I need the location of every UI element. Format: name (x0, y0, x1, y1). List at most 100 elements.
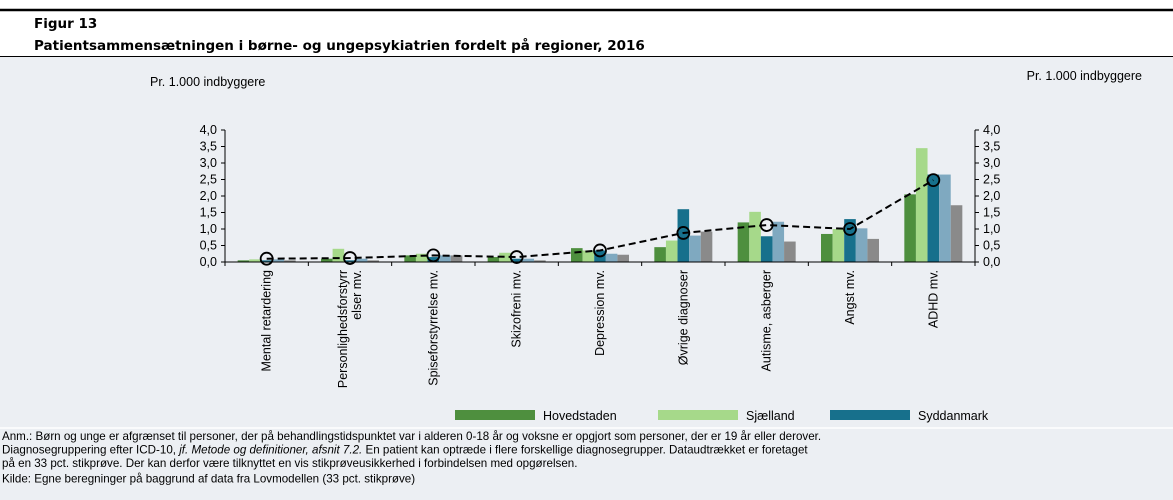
bar (355, 258, 368, 262)
bar (260, 260, 273, 262)
y-tick-label: 3,5 (200, 140, 217, 154)
bar (522, 258, 535, 262)
note-text: på en 33 pct. stikprøve. Der kan derfor … (2, 457, 577, 470)
bar (927, 174, 940, 262)
line-point (259, 251, 274, 266)
y2-tick-label: 3,0 (983, 156, 1000, 170)
bar (427, 257, 440, 262)
bar (915, 148, 928, 262)
x-tick-label-line: Angst mv. (843, 270, 857, 325)
bar (237, 260, 250, 262)
bar (499, 252, 511, 262)
bar (284, 260, 296, 262)
x-tick-label: Depression mv. (593, 270, 607, 356)
bar (439, 255, 451, 262)
line (266, 179, 934, 260)
y-tick-label: 1,0 (200, 222, 217, 236)
bar (677, 209, 690, 262)
y2-tick-label: 1,0 (983, 222, 1000, 236)
x-tick-label: Autisme, asberger (760, 270, 774, 371)
chart-title: Patientsammensætningen i børne- og ungep… (34, 37, 645, 54)
line-point (759, 218, 774, 232)
bar (582, 250, 595, 262)
bar (321, 258, 333, 262)
y-tick-label: 3,0 (200, 156, 217, 170)
note-line: på en 33 pct. stikprøve. Der kan derfor … (2, 457, 577, 470)
bar (510, 258, 523, 262)
note-text: jf. Metode og definitioner, afsnit 7.2. (177, 444, 362, 457)
y-tick-label: 0,0 (200, 255, 217, 269)
x-tick-label: Øvrige diagnoser (676, 270, 690, 365)
y-tick-label: 4,0 (200, 123, 217, 137)
note-line: Kilde: Egne beregninger på baggrund af d… (2, 473, 415, 486)
bar (344, 260, 356, 262)
x-tick-label-line: Depression mv. (593, 270, 607, 356)
bar (571, 248, 583, 262)
line-point (676, 226, 691, 240)
bar (760, 236, 773, 262)
note-text: Kilde: Egne beregninger på baggrund af d… (2, 473, 415, 486)
bar (832, 229, 845, 262)
panel (0, 57, 1173, 500)
note-text: Diagnosegruppering efter ICD-10, (2, 444, 179, 457)
x-tick-label: Personlighedsforstyrrelser mv. (336, 270, 364, 388)
line-point (593, 243, 607, 258)
bar (844, 219, 856, 262)
bar (450, 255, 463, 262)
x-tick-label-line: Mental retardering (260, 270, 274, 371)
y2-tick-label: 2,0 (983, 189, 1000, 203)
legend-swatch (658, 410, 738, 420)
bar (784, 241, 796, 262)
bar (665, 240, 678, 262)
x-tick-label-line: Autisme, asberger (760, 270, 774, 371)
x-tick-label-line: Skizofreni mv. (510, 270, 524, 348)
bar (939, 174, 951, 262)
bar (654, 247, 666, 262)
x-tick-label: Angst mv. (843, 270, 857, 325)
bar (534, 260, 546, 262)
bar (617, 254, 629, 262)
x-tick-label-line: elser mv. (350, 270, 364, 320)
legend-label: Sjælland (746, 409, 795, 423)
x-tick-label: Spiseforstyrrelse mv. (426, 270, 440, 386)
bar (367, 260, 379, 262)
y-axis-label: Pr. 1.000 indbyggere (150, 75, 265, 89)
bar (855, 228, 868, 262)
bar (700, 231, 713, 262)
x-tick-label-line: Øvrige diagnoser (676, 270, 690, 365)
legend-label: Syddanmark (918, 409, 989, 423)
note-text: En patient kan optræde i flere forskelli… (362, 444, 808, 457)
bar (605, 253, 618, 262)
bar (249, 259, 261, 262)
line-point (509, 250, 524, 264)
note-line: Diagnosegruppering efter ICD-10, jf. Met… (2, 444, 808, 457)
y-tick-label: 0,5 (200, 239, 217, 253)
note-line: Anm.: Børn og unge er afgrænset til pers… (2, 430, 821, 443)
x-tick-label: ADHD mv. (926, 270, 940, 328)
y2-tick-label: 4,0 (983, 123, 1000, 137)
x-tick-label: Mental retardering (260, 270, 274, 371)
x-tick-label-line: Personlighedsforstyrr (336, 270, 350, 388)
legend-swatch (455, 410, 535, 420)
bar (415, 253, 428, 262)
y2-axis-label: Pr. 1.000 indbyggere (1027, 69, 1142, 83)
bar (772, 221, 785, 262)
y2-tick-label: 3,5 (983, 140, 1000, 154)
x-tick-label-line: ADHD mv. (926, 270, 940, 328)
y-tick-label: 1,5 (200, 206, 217, 220)
x-tick-label: Skizofreni mv. (510, 270, 524, 348)
y2-tick-label: 2,5 (983, 173, 1000, 187)
bar (487, 257, 500, 262)
note-text: Anm.: Børn og unge er afgrænset til pers… (2, 430, 821, 443)
bar (749, 211, 761, 262)
bar (689, 235, 701, 262)
bar (737, 222, 750, 262)
line-point (926, 173, 941, 188)
bar (950, 205, 963, 262)
legend-swatch (830, 410, 910, 420)
y-tick-label: 2,0 (200, 189, 217, 203)
y-tick-label: 2,5 (200, 173, 217, 187)
bar (404, 255, 416, 262)
